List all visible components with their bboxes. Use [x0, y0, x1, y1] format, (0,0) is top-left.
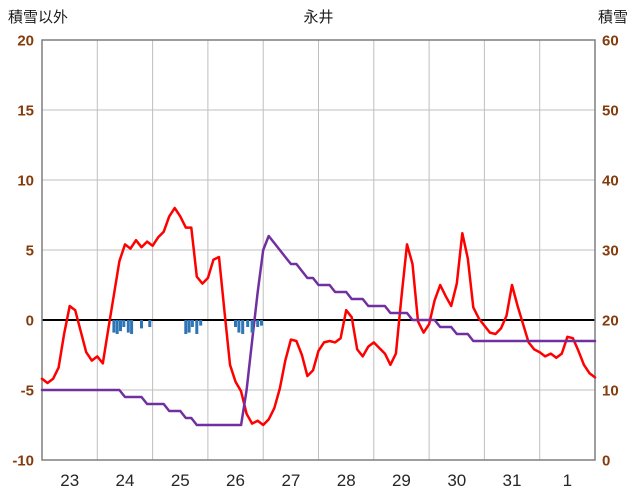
blue_bars-bar	[195, 320, 199, 334]
red_line	[40, 206, 597, 427]
blue_bars-bar	[246, 320, 250, 327]
x-axis-tick-label: 27	[281, 471, 300, 490]
right-axis-tick-label: 20	[602, 313, 619, 330]
x-axis-tick-label: 28	[337, 471, 356, 490]
blue_bars-bar	[190, 320, 194, 327]
left-axis-tick-label: 10	[17, 173, 34, 190]
blue_bars-bar	[112, 320, 116, 333]
left-axis-tick-label: 15	[17, 103, 34, 120]
right-axis-tick-label: 50	[602, 103, 619, 120]
blue_bars-bar	[115, 320, 119, 334]
left-axis-tick-label: 5	[26, 243, 34, 260]
blue_bars-bar	[199, 320, 203, 326]
left-axis-tick-label: 20	[17, 33, 34, 50]
x-axis-tick-label: 23	[60, 471, 79, 490]
blue_bars-bar	[130, 320, 134, 334]
right-axis-tick-label: 60	[602, 33, 619, 50]
x-axis-tick-label: 25	[171, 471, 190, 490]
blue_bars-bar	[122, 320, 126, 327]
x-axis-tick-label: 24	[116, 471, 135, 490]
blue_bars-bar	[126, 320, 130, 333]
x-axis-tick-label: 31	[503, 471, 522, 490]
right-axis-title: 積雪	[597, 9, 628, 26]
blue_bars-bar	[237, 320, 241, 333]
blue_bars-bar	[148, 320, 152, 327]
right-axis-tick-label: 30	[602, 243, 619, 260]
blue_bars-bar	[234, 320, 237, 327]
purple_line	[40, 234, 597, 427]
chart-title: 永井	[303, 9, 334, 26]
left-axis-tick-label: -10	[12, 453, 34, 470]
x-axis-tick-label: 1	[563, 471, 572, 490]
blue_bars-bar	[256, 320, 260, 327]
blue_bars-bar	[187, 320, 191, 333]
blue_bars-bar	[119, 320, 122, 332]
right-axis-tick-label: 10	[602, 383, 619, 400]
right-axis-tick-label: 0	[602, 453, 610, 470]
right-axis-tick-label: 40	[602, 173, 619, 190]
x-axis-tick-label: 29	[392, 471, 411, 490]
blue_bars-bar	[140, 320, 143, 329]
blue_bars-bar	[184, 320, 188, 334]
left-axis-title: 積雪以外	[8, 9, 69, 26]
blue_bars-bar	[250, 320, 254, 333]
plot-border	[41, 39, 596, 461]
left-axis-tick-label: 0	[26, 313, 34, 330]
blue_bars-bar	[260, 320, 263, 326]
x-axis-tick-label: 26	[226, 471, 245, 490]
blue_bars-bar	[241, 320, 245, 334]
left-axis-tick-label: -5	[21, 383, 34, 400]
x-axis-tick-label: 30	[447, 471, 466, 490]
